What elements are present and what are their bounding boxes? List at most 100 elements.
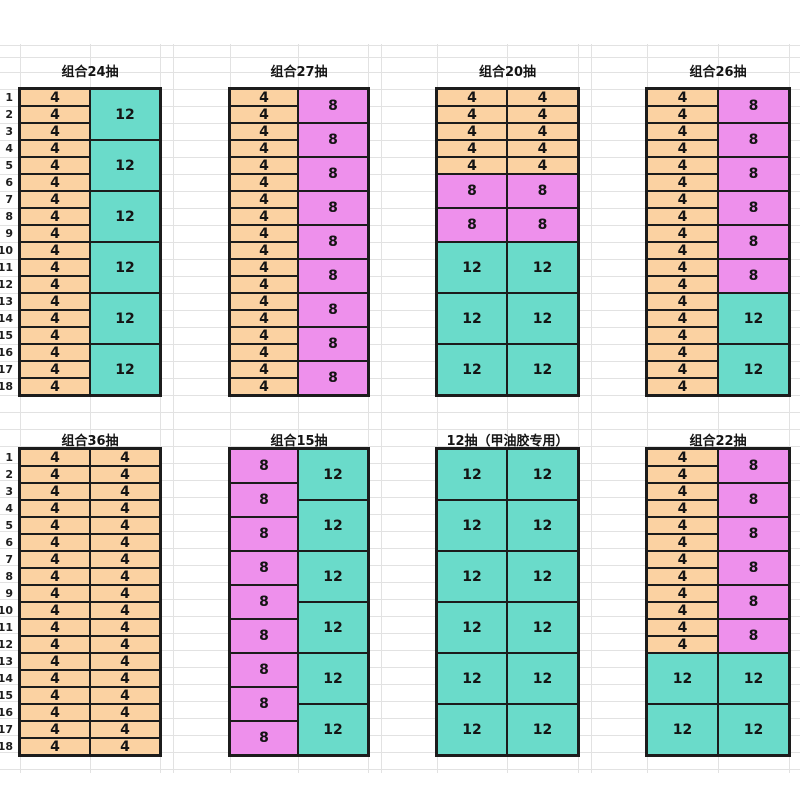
cell-8[interactable]: 8 (230, 653, 298, 687)
cell-4[interactable]: 4 (20, 670, 90, 687)
cell-4[interactable]: 4 (20, 293, 90, 310)
cell-4[interactable]: 4 (20, 687, 90, 704)
cell-4[interactable]: 4 (647, 602, 718, 619)
cell-12[interactable]: 12 (90, 344, 160, 395)
cell-4[interactable]: 4 (20, 378, 90, 395)
cell-4[interactable]: 4 (507, 157, 578, 174)
cell-4[interactable]: 4 (20, 653, 90, 670)
cell-8[interactable]: 8 (718, 517, 789, 551)
cell-4[interactable]: 4 (647, 500, 718, 517)
cell-8[interactable]: 8 (298, 123, 368, 157)
cell-8[interactable]: 8 (230, 721, 298, 755)
cell-4[interactable]: 4 (90, 687, 160, 704)
cell-4[interactable]: 4 (20, 259, 90, 276)
cell-8[interactable]: 8 (437, 174, 507, 208)
cell-12[interactable]: 12 (437, 653, 507, 704)
cell-8[interactable]: 8 (298, 157, 368, 191)
cell-12[interactable]: 12 (437, 344, 507, 395)
cell-4[interactable]: 4 (230, 361, 298, 378)
cell-4[interactable]: 4 (230, 293, 298, 310)
cell-4[interactable]: 4 (230, 310, 298, 327)
cell-8[interactable]: 8 (298, 327, 368, 361)
cell-4[interactable]: 4 (647, 585, 718, 602)
cell-12[interactable]: 12 (437, 704, 507, 755)
cell-12[interactable]: 12 (718, 344, 789, 395)
cell-4[interactable]: 4 (20, 225, 90, 242)
cell-4[interactable]: 4 (20, 466, 90, 483)
cell-8[interactable]: 8 (718, 483, 789, 517)
cell-4[interactable]: 4 (20, 242, 90, 259)
cell-8[interactable]: 8 (718, 191, 789, 225)
cell-12[interactable]: 12 (507, 653, 578, 704)
cell-4[interactable]: 4 (647, 174, 718, 191)
cell-4[interactable]: 4 (647, 225, 718, 242)
cell-12[interactable]: 12 (298, 500, 368, 551)
cell-8[interactable]: 8 (298, 259, 368, 293)
cell-4[interactable]: 4 (90, 721, 160, 738)
cell-4[interactable]: 4 (507, 140, 578, 157)
cell-8[interactable]: 8 (298, 225, 368, 259)
cell-4[interactable]: 4 (647, 123, 718, 140)
cell-12[interactable]: 12 (718, 293, 789, 344)
cell-4[interactable]: 4 (20, 704, 90, 721)
cell-4[interactable]: 4 (20, 483, 90, 500)
cell-4[interactable]: 4 (20, 276, 90, 293)
cell-4[interactable]: 4 (90, 466, 160, 483)
cell-4[interactable]: 4 (647, 361, 718, 378)
cell-4[interactable]: 4 (90, 449, 160, 466)
cell-12[interactable]: 12 (90, 191, 160, 242)
cell-12[interactable]: 12 (90, 293, 160, 344)
cell-4[interactable]: 4 (20, 534, 90, 551)
cell-4[interactable]: 4 (20, 738, 90, 755)
cell-12[interactable]: 12 (507, 602, 578, 653)
cell-4[interactable]: 4 (647, 191, 718, 208)
cell-12[interactable]: 12 (437, 293, 507, 344)
cell-12[interactable]: 12 (298, 602, 368, 653)
cell-12[interactable]: 12 (437, 602, 507, 653)
cell-4[interactable]: 4 (230, 191, 298, 208)
cell-4[interactable]: 4 (647, 344, 718, 361)
cell-4[interactable]: 4 (90, 585, 160, 602)
cell-4[interactable]: 4 (90, 704, 160, 721)
cell-12[interactable]: 12 (507, 344, 578, 395)
cell-4[interactable]: 4 (647, 483, 718, 500)
cell-4[interactable]: 4 (90, 653, 160, 670)
cell-12[interactable]: 12 (437, 551, 507, 602)
cell-12[interactable]: 12 (647, 704, 718, 755)
cell-4[interactable]: 4 (647, 208, 718, 225)
cell-12[interactable]: 12 (437, 242, 507, 293)
cell-4[interactable]: 4 (230, 327, 298, 344)
cell-4[interactable]: 4 (90, 619, 160, 636)
cell-4[interactable]: 4 (647, 106, 718, 123)
cell-4[interactable]: 4 (437, 123, 507, 140)
cell-12[interactable]: 12 (298, 551, 368, 602)
cell-4[interactable]: 4 (230, 174, 298, 191)
cell-4[interactable]: 4 (437, 89, 507, 106)
cell-4[interactable]: 4 (230, 225, 298, 242)
cell-12[interactable]: 12 (718, 704, 789, 755)
cell-12[interactable]: 12 (90, 242, 160, 293)
cell-4[interactable]: 4 (90, 602, 160, 619)
cell-4[interactable]: 4 (230, 106, 298, 123)
cell-4[interactable]: 4 (647, 636, 718, 653)
cell-8[interactable]: 8 (718, 89, 789, 123)
cell-4[interactable]: 4 (507, 123, 578, 140)
cell-12[interactable]: 12 (507, 500, 578, 551)
cell-12[interactable]: 12 (507, 551, 578, 602)
cell-12[interactable]: 12 (298, 653, 368, 704)
cell-4[interactable]: 4 (647, 157, 718, 174)
cell-4[interactable]: 4 (230, 378, 298, 395)
cell-12[interactable]: 12 (647, 653, 718, 704)
cell-12[interactable]: 12 (507, 449, 578, 500)
cell-8[interactable]: 8 (298, 89, 368, 123)
cell-4[interactable]: 4 (90, 738, 160, 755)
cell-4[interactable]: 4 (90, 483, 160, 500)
cell-4[interactable]: 4 (20, 344, 90, 361)
cell-4[interactable]: 4 (230, 276, 298, 293)
cell-4[interactable]: 4 (90, 517, 160, 534)
cell-8[interactable]: 8 (230, 449, 298, 483)
cell-4[interactable]: 4 (230, 208, 298, 225)
cell-12[interactable]: 12 (298, 704, 368, 755)
cell-12[interactable]: 12 (718, 653, 789, 704)
cell-4[interactable]: 4 (90, 551, 160, 568)
